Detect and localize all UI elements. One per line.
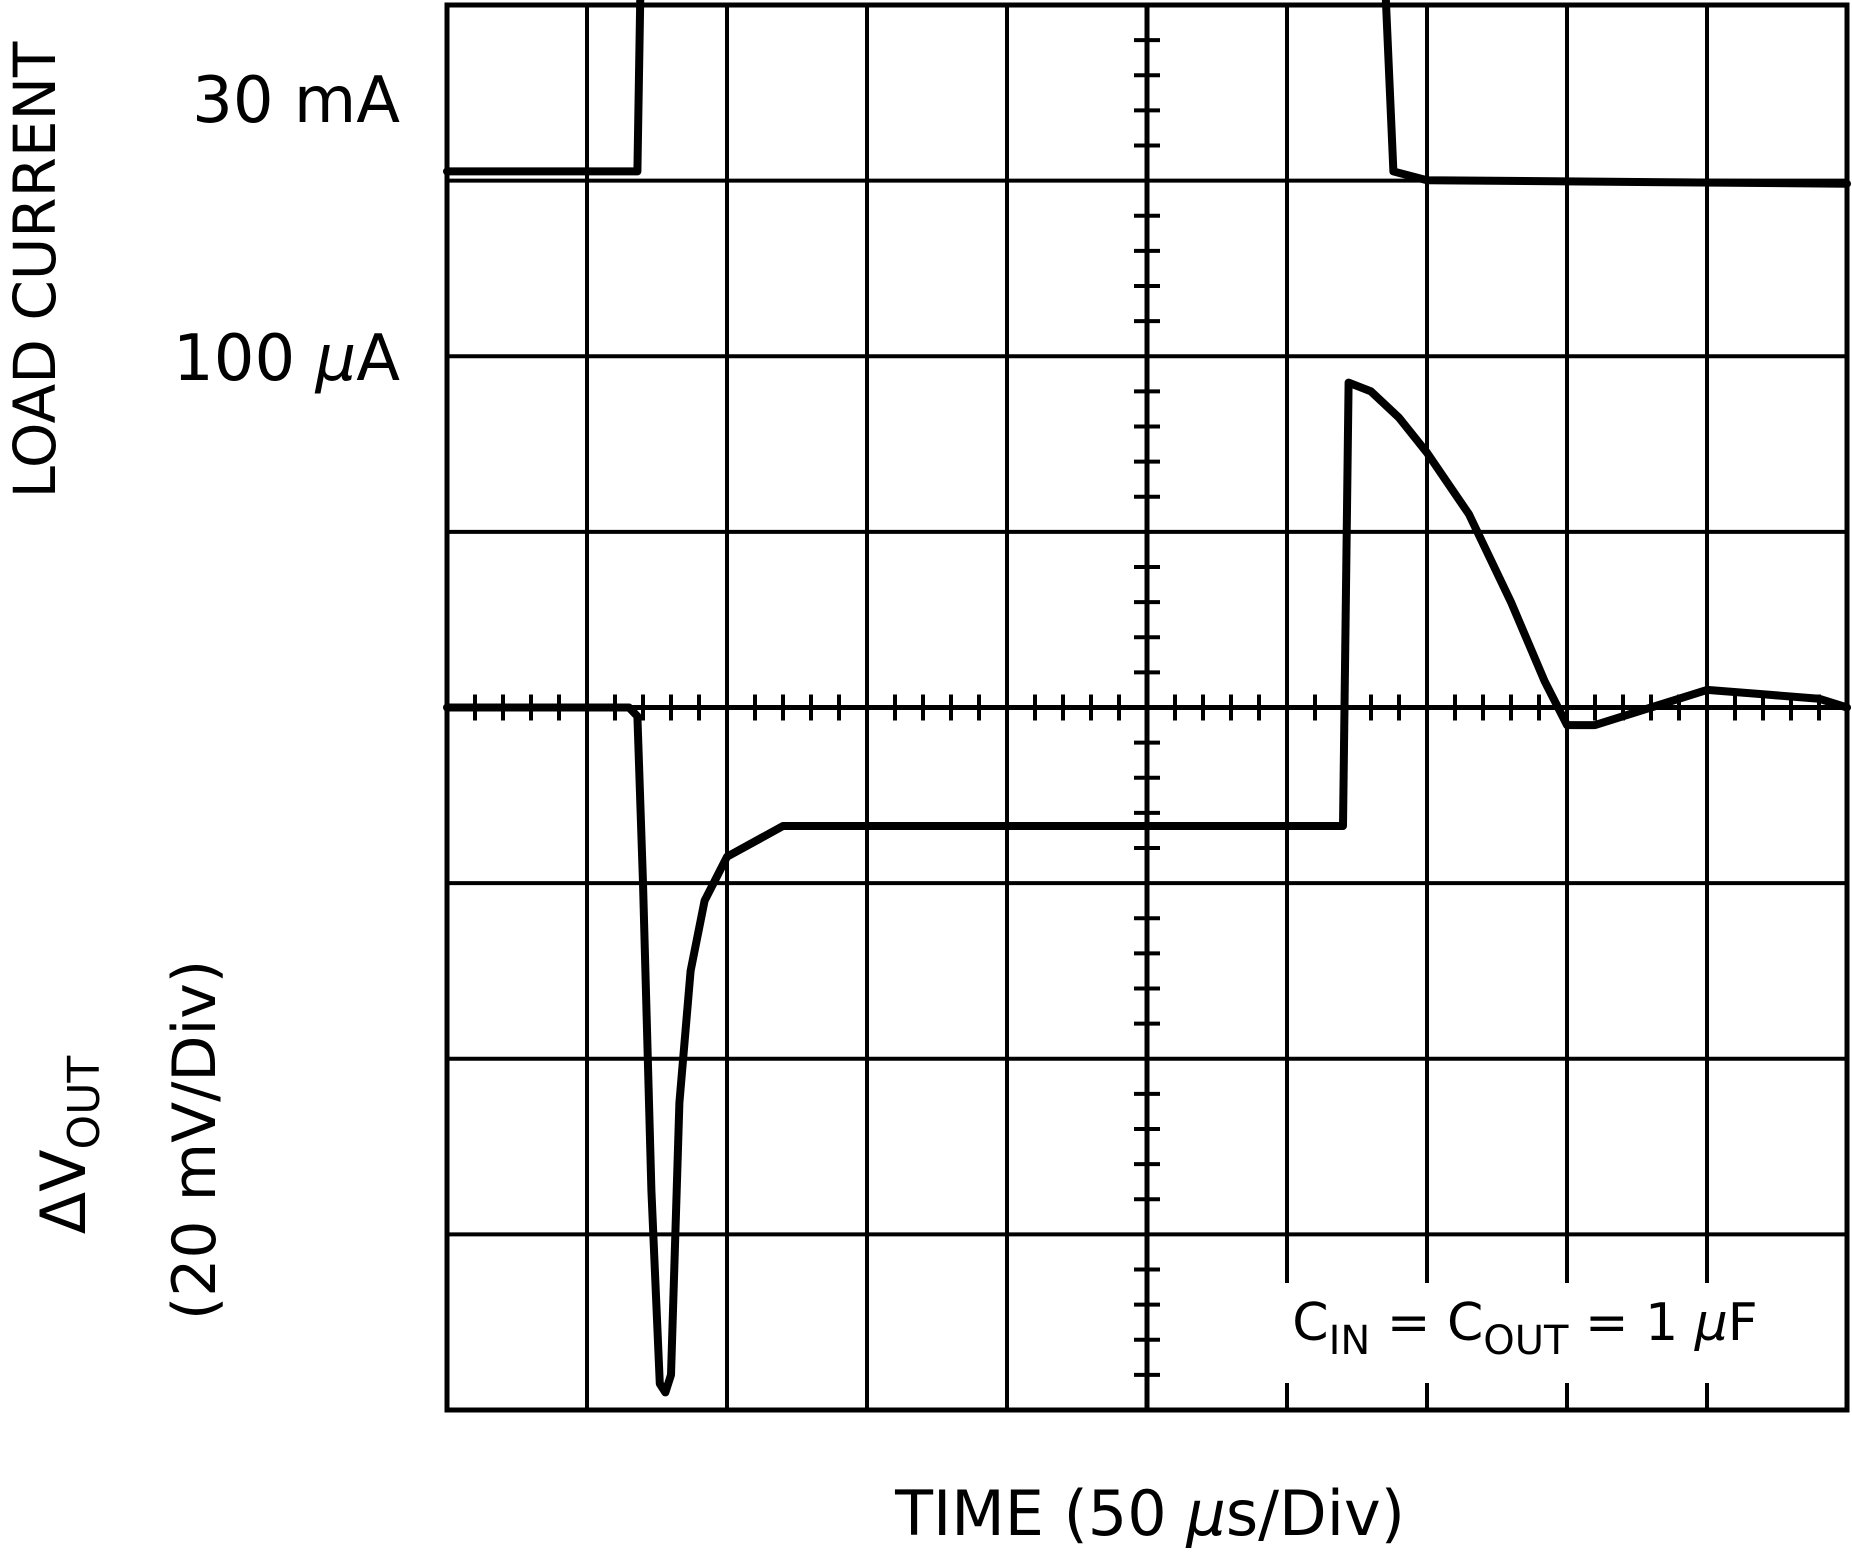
load-current-trace — [443, 0, 1851, 188]
ylabel-delta-vout: ΔVOUT — [27, 1056, 110, 1235]
grid — [447, 5, 1847, 1410]
level-label-100ua: 100 μA — [173, 322, 400, 396]
ylabel-load-current: LOAD CURRENT — [1, 41, 69, 498]
ylabel-scale: (20 mV/Div) — [160, 960, 230, 1320]
xlabel: TIME (50 μs/Div) — [894, 1477, 1405, 1550]
level-label-30ma: 30 mA — [192, 64, 400, 138]
delta-vout-trace — [443, 378, 1851, 1397]
annotation-background — [1215, 1283, 1815, 1383]
annotation-capacitance: CIN = COUT = 1 μF — [1292, 1293, 1757, 1364]
